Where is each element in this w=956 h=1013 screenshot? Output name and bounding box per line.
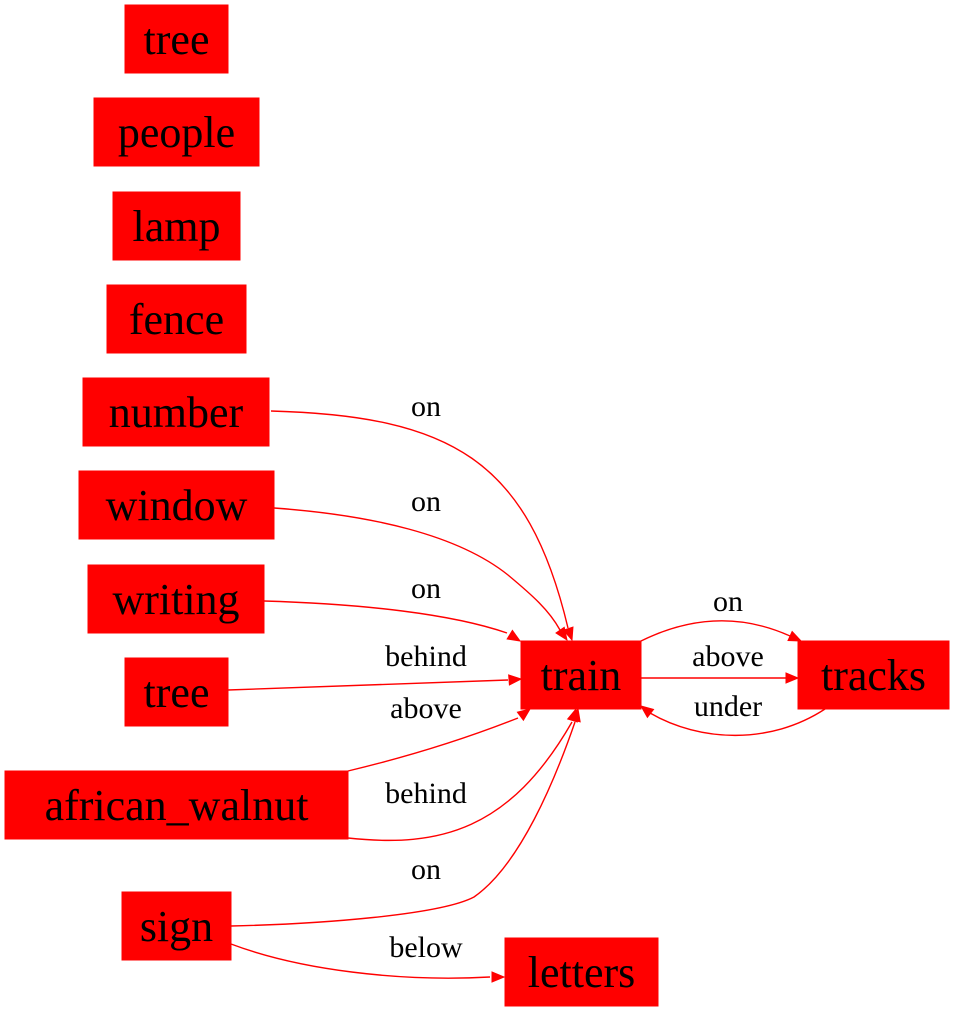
node-box: [121, 891, 232, 961]
node-train: train: [520, 640, 642, 710]
edge-tree-2-to-train: behind: [227, 640, 523, 691]
edge-window-to-train: on: [273, 485, 568, 642]
arrow-head: [562, 626, 574, 642]
edge-line: [649, 708, 826, 737]
arrow-head: [555, 626, 568, 642]
edge-label: on: [713, 585, 743, 618]
node-label: train: [541, 651, 622, 700]
edge-label: on: [411, 853, 441, 886]
node-box: [124, 4, 229, 74]
node-box: [112, 191, 241, 261]
edge-sign-to-letters: below: [230, 931, 506, 983]
node-tree-2: tree: [124, 657, 229, 727]
node-tracks: tracks: [797, 640, 950, 710]
node-box: [124, 657, 229, 727]
edge-line: [347, 717, 519, 772]
nodes-layer: tree people lamp fence number window writing tr…: [4, 4, 950, 1007]
edge-label: above: [390, 692, 462, 725]
edge-line: [347, 721, 573, 842]
edge-train-to-tracks: above: [641, 640, 800, 684]
arrow-head: [569, 707, 581, 723]
node-number: number: [82, 377, 270, 447]
node-box: [87, 564, 265, 634]
edge-label: behind: [385, 777, 467, 810]
node-label: number: [109, 388, 244, 437]
edge-label: above: [692, 640, 764, 673]
arrow-head: [787, 630, 803, 642]
arrow-head: [516, 708, 532, 722]
node-box: [4, 770, 349, 840]
node-label: tree: [144, 668, 210, 717]
edge-line: [640, 620, 791, 642]
arrow-head: [491, 971, 506, 983]
edge-label: on: [411, 390, 441, 423]
edge-line: [273, 507, 561, 631]
edge-line: [230, 721, 576, 927]
node-box: [82, 377, 270, 447]
arrow-head: [508, 674, 523, 686]
node-writing: writing: [87, 564, 265, 634]
edge-sign-to-train: on: [230, 707, 581, 927]
node-box: [93, 97, 260, 167]
node-box: [504, 937, 659, 1007]
edge-line: [263, 600, 508, 634]
node-african-walnut: african_walnut: [4, 770, 349, 840]
node-box: [520, 640, 642, 710]
node-label: lamp: [133, 202, 221, 251]
node-label: fence: [129, 295, 224, 344]
arrow-head: [639, 705, 655, 719]
node-label: tracks: [821, 651, 926, 700]
edge-african-walnut-to-train: above: [347, 692, 532, 772]
node-label: letters: [528, 948, 636, 997]
edge-african-walnut-to-train: behind: [347, 707, 578, 842]
node-label: window: [106, 481, 248, 530]
node-fence: fence: [106, 284, 247, 354]
edge-line: [227, 679, 509, 691]
node-label: tree: [144, 15, 210, 64]
node-tree-1: tree: [124, 4, 229, 74]
node-letters: letters: [504, 937, 659, 1007]
node-label: sign: [140, 902, 213, 951]
node-window: window: [78, 470, 275, 540]
edge-label: below: [389, 931, 463, 964]
edge-label: under: [694, 690, 762, 723]
node-box: [797, 640, 950, 710]
edge-line: [230, 943, 491, 979]
node-label: people: [118, 108, 235, 157]
node-label: writing: [112, 575, 239, 624]
arrow-head: [506, 629, 522, 642]
edge-label: behind: [385, 640, 467, 673]
edge-tracks-to-train: under: [639, 690, 826, 737]
node-box: [78, 470, 275, 540]
node-label: african_walnut: [45, 781, 309, 830]
node-lamp: lamp: [112, 191, 241, 261]
node-box: [106, 284, 247, 354]
edge-label: on: [411, 485, 441, 518]
node-people: people: [93, 97, 260, 167]
edge-label: on: [411, 572, 441, 605]
edges-layer: on on on behind above behind on below on above und…: [227, 390, 826, 983]
edge-number-to-train: on: [270, 390, 574, 642]
edge-train-to-tracks: on: [640, 585, 803, 642]
node-sign: sign: [121, 891, 232, 961]
arrow-head: [785, 672, 800, 684]
edge-line: [270, 410, 569, 629]
edge-writing-to-train: on: [263, 572, 522, 642]
